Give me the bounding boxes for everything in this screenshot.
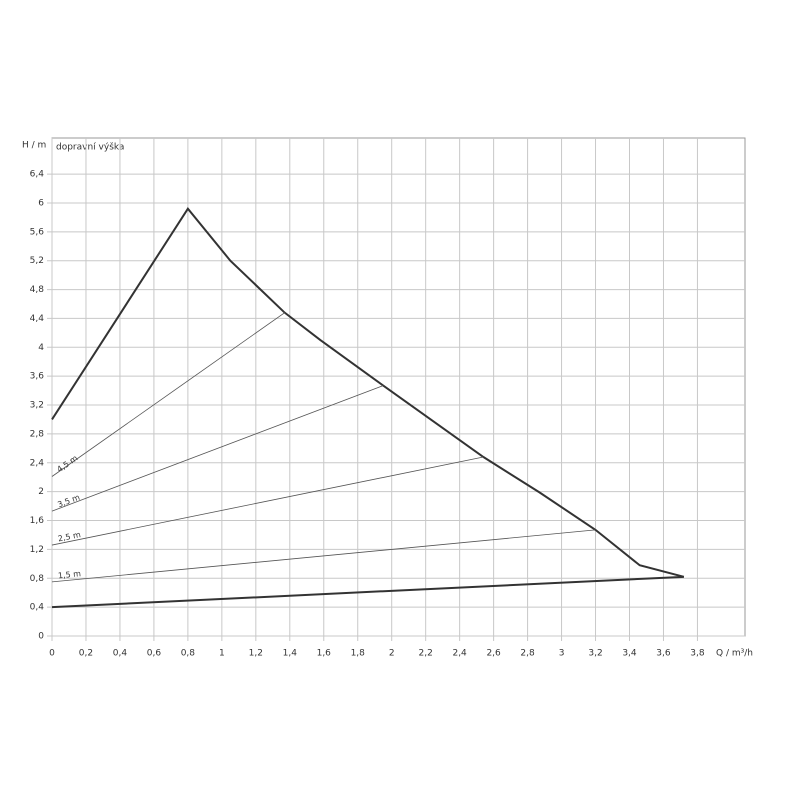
y-tick-label: 2,8 [30,429,45,439]
plot-frame [51,137,746,637]
y-tick-label: 2,4 [30,458,45,468]
x-tick-label: 0,8 [181,649,196,659]
x-tick-label: 2 [389,649,395,659]
x-axis-label: Q / m³/h [716,649,753,659]
x-tick-label: 0,4 [113,649,128,659]
curve [51,207,685,578]
y-tick-label: 0,8 [30,574,45,584]
curve [51,529,596,583]
y-tick-label: 4 [38,343,44,353]
y-tick-label: 4,4 [30,314,45,324]
y-tick-label: 1,6 [30,516,45,526]
x-tick-label: 0,2 [79,649,93,659]
x-tick-label: 3,4 [622,649,637,659]
y-tick-label: 5,2 [30,256,44,266]
x-tick-label: 3 [559,649,565,659]
curve-label: 4,5 m [55,453,79,474]
x-tick-label: 2,8 [520,649,535,659]
y-tick-label: 0,4 [30,603,45,613]
x-tick-label: 1,8 [351,649,366,659]
curve [51,312,285,477]
curve [51,456,484,546]
x-tick-label: 2,4 [452,649,467,659]
annotation: dopravní výška [56,142,124,153]
x-tick-label: 1,6 [317,649,332,659]
x-tick-label: 2,6 [486,649,501,659]
x-tick-label: 3,6 [656,649,671,659]
x-tick-label: 2,2 [419,649,433,659]
y-tick-label: 3,6 [30,372,45,382]
x-tick-label: 0 [49,649,55,659]
x-tick-label: 1 [219,649,225,659]
y-tick-label: 3,2 [30,401,44,411]
y-tick-label: 4,8 [30,285,45,295]
curve [51,575,684,609]
x-tick-label: 1,4 [283,649,298,659]
y-tick-label: 6 [38,198,44,208]
y-tick-label: 0 [38,632,44,642]
x-tick-label: 0,6 [147,649,162,659]
y-tick-label: 5,6 [30,227,45,237]
x-tick-label: 3,2 [588,649,602,659]
y-tick-label: 2 [38,487,44,497]
y-tick-label: 1,2 [30,545,44,555]
curve [51,385,384,512]
x-tick-label: 1,2 [249,649,263,659]
y-axis-label: H / m [22,141,46,151]
x-tick-label: 3,8 [690,649,705,659]
curve-label: 1,5 m [58,569,82,580]
y-tick-label: 6,4 [30,170,45,180]
curve-label: 3,5 m [56,493,81,510]
